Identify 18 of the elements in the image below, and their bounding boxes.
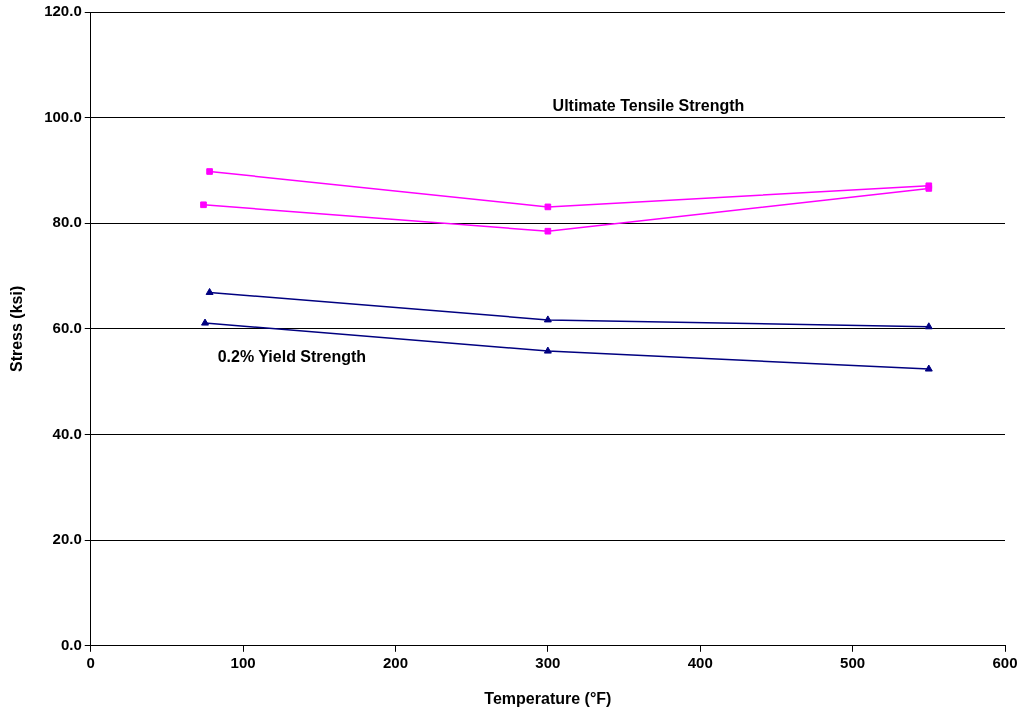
y-tick-label: 120.0 — [44, 2, 82, 20]
x-tick-label: 100 — [230, 653, 256, 671]
x-tick-label: 500 — [840, 653, 866, 671]
annotation: 0.2% Yield Strength — [217, 347, 367, 365]
x-tick-label: 200 — [382, 653, 409, 671]
x-tick-label: 400 — [687, 653, 713, 671]
x-axis-title: Temperature (°F) — [484, 689, 612, 707]
y-tick-label: 100.0 — [44, 107, 82, 125]
y-tick-label: 0.0 — [60, 635, 82, 653]
annotation: Ultimate Tensile Strength — [552, 97, 745, 115]
y-tick-label: 80.0 — [52, 213, 82, 231]
x-tick-label: 600 — [992, 653, 1018, 671]
y-axis-title: Stress (ksi) — [8, 285, 26, 373]
x-tick-label: 300 — [535, 653, 561, 671]
y-tick-label: 40.0 — [52, 424, 82, 442]
y-tick-label: 60.0 — [52, 319, 82, 337]
y-tick-label: 20.0 — [52, 530, 82, 548]
x-tick-label: 0 — [86, 653, 95, 671]
